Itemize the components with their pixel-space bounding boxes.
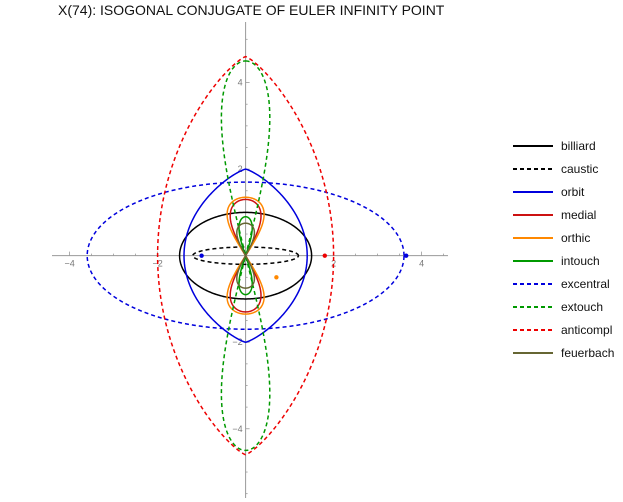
legend-label-extouch: extouch (561, 300, 603, 314)
point-marker (404, 253, 408, 257)
point-marker (274, 275, 278, 279)
legend-label-feuerbach: feuerbach (561, 346, 614, 360)
legend-label-medial: medial (561, 208, 596, 222)
legend-label-anticompl: anticompl (561, 323, 612, 337)
legend-label-billiard: billiard (561, 139, 596, 153)
axes: −4 −2 2 4−4−224 (52, 22, 448, 498)
x-tick-label: 4 (419, 259, 424, 269)
x-tick-label: −4 (64, 259, 74, 269)
legend-label-orthic: orthic (561, 231, 590, 245)
y-tick-label: 4 (238, 78, 243, 88)
legend-label-caustic: caustic (561, 162, 598, 176)
legend-label-intouch: intouch (561, 254, 600, 268)
legend-label-orbit: orbit (561, 185, 585, 199)
chart-title: X(74): ISOGONAL CONJUGATE OF EULER INFIN… (58, 2, 445, 18)
point-marker (323, 253, 327, 257)
y-tick-label: −4 (232, 424, 242, 434)
point-marker (199, 253, 203, 257)
legend: billiard caustic orbit medial orthic intouch e… (513, 139, 614, 360)
legend-label-excentral: excentral (561, 277, 610, 291)
